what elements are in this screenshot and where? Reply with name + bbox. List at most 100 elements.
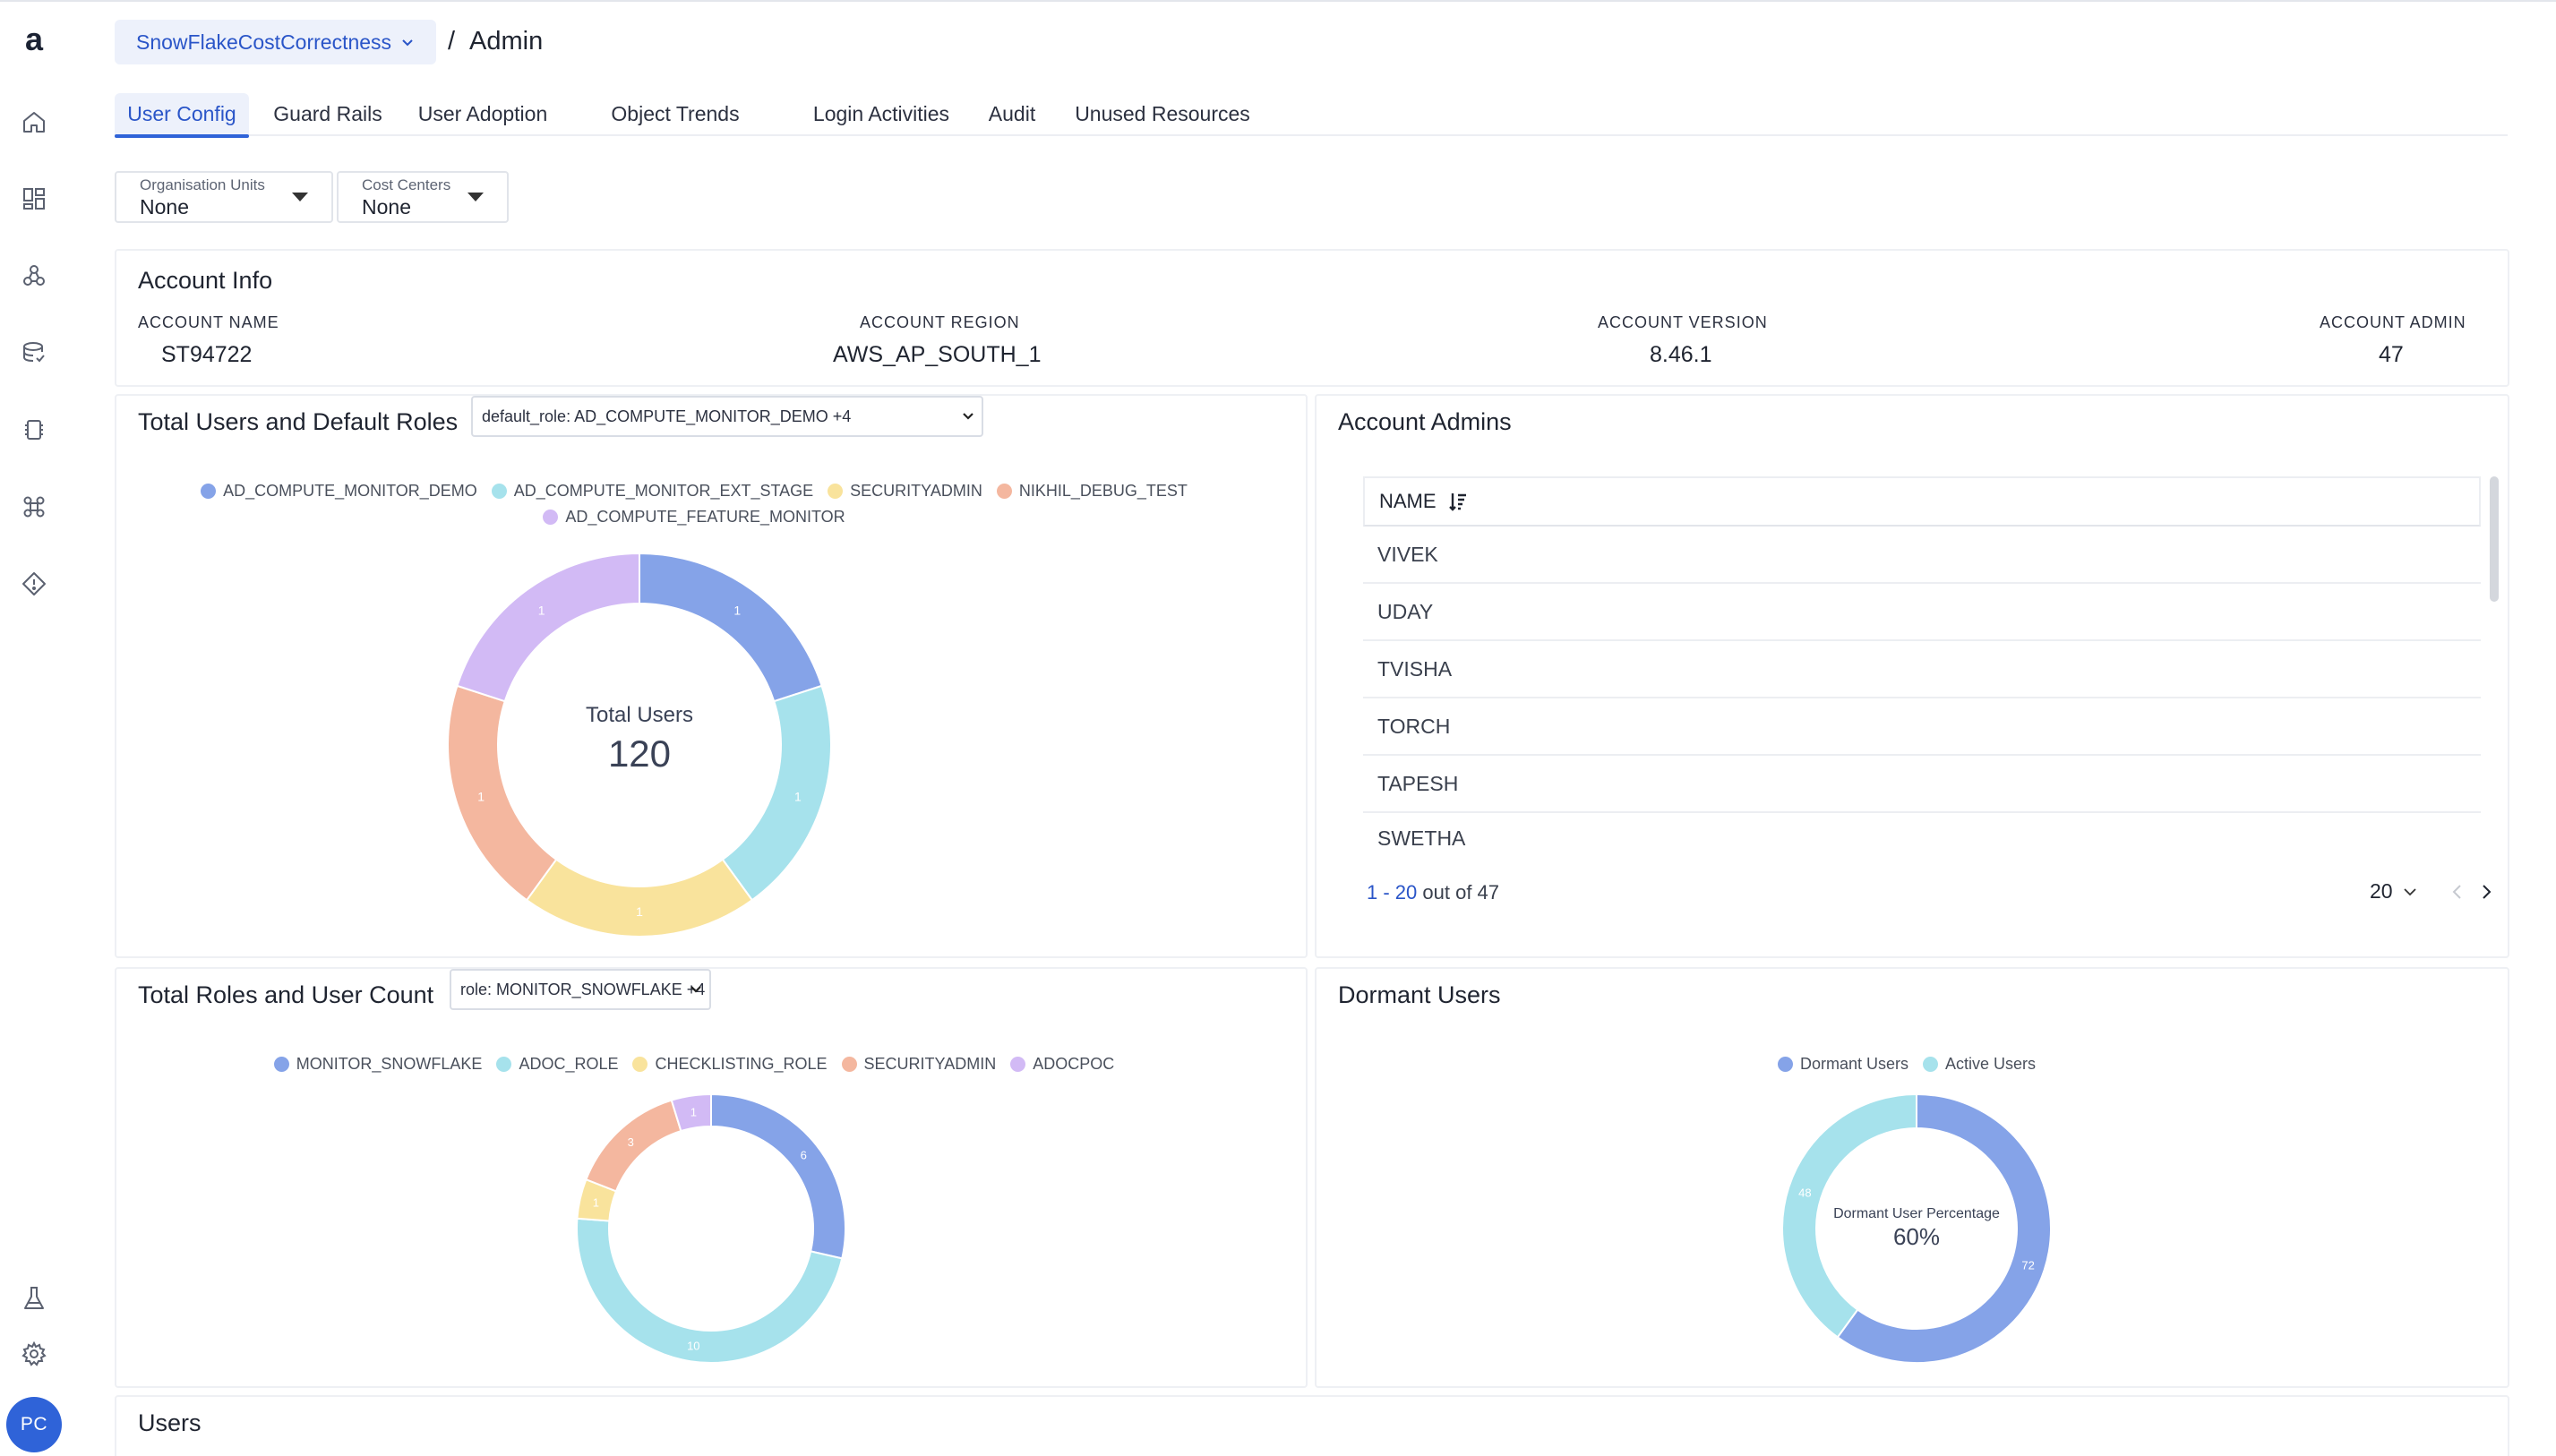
legend-item[interactable]: SECURITYADMIN: [828, 482, 982, 501]
dashboard-icon[interactable]: [20, 184, 48, 213]
table-row[interactable]: UDAY: [1363, 584, 2481, 641]
legend-item[interactable]: AD_COMPUTE_MONITOR_EXT_STAGE: [491, 482, 814, 501]
legend-item[interactable]: MONITOR_SNOWFLAKE: [273, 1055, 482, 1074]
total-roles-title: Total Roles and User Count: [138, 981, 434, 1008]
table-row[interactable]: TORCH: [1363, 698, 2481, 756]
donut-center-label: Dormant User Percentage: [1833, 1206, 2000, 1221]
dormant-users-donut-chart: 72 48 Dormant User Percentage 60%: [1781, 1092, 2052, 1364]
dormant-users-legend: Dormant Users Active Users: [1338, 1055, 2475, 1074]
user-avatar[interactable]: PC: [6, 1397, 62, 1452]
tab-login-activities[interactable]: Login Activities: [812, 101, 950, 125]
tab-user-adoption[interactable]: User Adoption: [417, 101, 548, 125]
donut-slice[interactable]: [639, 552, 823, 703]
account-region-label: ACCOUNT REGION: [860, 313, 1020, 331]
donut-slice[interactable]: [670, 1092, 712, 1133]
legend-label: AD_COMPUTE_MONITOR_DEMO: [223, 482, 477, 500]
tab-guard-rails[interactable]: Guard Rails: [273, 101, 382, 125]
table-row[interactable]: VIVEK: [1363, 527, 2481, 584]
total-users-legend: AD_COMPUTE_MONITOR_DEMO AD_COMPUTE_MONITO…: [152, 482, 1236, 527]
account-region-value: AWS_AP_SOUTH_1: [833, 342, 1042, 367]
account-version-label: ACCOUNT VERSION: [1598, 313, 1768, 331]
next-page-icon[interactable]: [2475, 881, 2497, 903]
workspace-selector[interactable]: SnowFlakeCostCorrectness: [115, 20, 437, 64]
table-scrollbar[interactable]: [2490, 476, 2499, 879]
name-column-header[interactable]: NAME: [1363, 476, 2481, 527]
legend-swatch: [632, 1057, 648, 1072]
svg-text:a: a: [25, 25, 44, 56]
slice-value-label: 72: [2021, 1258, 2034, 1272]
organisation-units-dropdown[interactable]: Organisation Units None: [115, 171, 333, 223]
app-logo[interactable]: a: [19, 25, 49, 56]
donut-center-value: 120: [608, 732, 671, 775]
page-title: Admin: [469, 27, 544, 56]
database-icon[interactable]: [20, 338, 48, 367]
donut-slice[interactable]: [447, 684, 558, 902]
donut-slice[interactable]: [1836, 1092, 2052, 1364]
account-name-label: ACCOUNT NAME: [138, 313, 279, 331]
donut-slice[interactable]: [525, 858, 754, 938]
legend-swatch: [273, 1057, 289, 1072]
organisation-units-label: Organisation Units: [140, 176, 265, 193]
legend-item[interactable]: Dormant Users: [1777, 1055, 1908, 1074]
admin-name: SWETHA: [1377, 826, 1466, 850]
legend-swatch: [1923, 1057, 1938, 1072]
flask-icon[interactable]: [20, 1284, 48, 1313]
admin-tabs: User Config Guard Rails User Adoption Ob…: [115, 93, 2508, 138]
donut-slice[interactable]: [1781, 1092, 1917, 1339]
legend-swatch: [201, 484, 217, 499]
table-row[interactable]: TVISHA: [1363, 641, 2481, 698]
gear-icon[interactable]: [20, 1340, 48, 1368]
donut-slice[interactable]: [721, 684, 832, 902]
legend-item[interactable]: AD_COMPUTE_FEATURE_MONITOR: [543, 508, 845, 527]
account-info-card: Account Info ACCOUNT NAME ST94722 ACCOUN…: [115, 249, 2509, 387]
admin-name: TORCH: [1377, 714, 1451, 738]
tab-unused-resources[interactable]: Unused Resources: [1075, 101, 1250, 125]
legend-item[interactable]: CHECKLISTING_ROLE: [632, 1055, 828, 1074]
cpu-icon[interactable]: [20, 415, 48, 444]
tab-object-trends[interactable]: Object Trends: [611, 101, 740, 125]
cost-centers-dropdown[interactable]: Cost Centers None: [337, 171, 509, 223]
scrollbar-thumb[interactable]: [2490, 476, 2499, 602]
legend-item[interactable]: ADOCPOC: [1010, 1055, 1114, 1074]
account-admins-card: Account Admins NAME VIVEK UDAY TVISHA TO…: [1315, 394, 2509, 958]
admin-name: UDAY: [1377, 599, 1434, 623]
legend-swatch: [841, 1057, 857, 1072]
slice-value-label: 1: [538, 604, 545, 618]
command-icon[interactable]: [20, 492, 48, 521]
legend-label: AD_COMPUTE_MONITOR_EXT_STAGE: [513, 482, 814, 500]
donut-slice[interactable]: [710, 1092, 846, 1260]
table-row[interactable]: TAPESH: [1363, 756, 2481, 813]
legend-swatch: [1777, 1057, 1793, 1072]
legend-label: SECURITYADMIN: [850, 482, 982, 500]
legend-item[interactable]: Active Users: [1923, 1055, 2036, 1074]
legend-item[interactable]: NIKHIL_DEBUG_TEST: [996, 482, 1188, 501]
legend-item[interactable]: ADOC_ROLE: [496, 1055, 618, 1074]
diamond-icon[interactable]: [20, 570, 48, 598]
donut-center-label: Total Users: [586, 703, 693, 727]
donut-slice[interactable]: [576, 1217, 844, 1364]
users-title: Users: [138, 1409, 202, 1436]
previous-page-icon[interactable]: [2447, 881, 2468, 903]
cost-centers-value: None: [362, 195, 411, 218]
home-icon[interactable]: [20, 107, 48, 136]
legend-item[interactable]: SECURITYADMIN: [841, 1055, 996, 1074]
nodes-icon[interactable]: [20, 261, 48, 290]
admin-name: TVISHA: [1377, 656, 1453, 681]
total-roles-donut-chart: 6 10 1 3 1: [576, 1092, 846, 1364]
legend-swatch: [496, 1057, 512, 1072]
legend-item[interactable]: AD_COMPUTE_MONITOR_DEMO: [201, 482, 477, 501]
role-select[interactable]: role: MONITOR_SNOWFLAKE +4: [450, 969, 711, 1010]
default-role-select[interactable]: default_role: AD_COMPUTE_MONITOR_DEMO +4: [471, 396, 983, 437]
name-column-label: NAME: [1379, 490, 1437, 512]
table-row[interactable]: SWETHA: [1363, 813, 2481, 863]
legend-swatch: [996, 484, 1012, 499]
page-size-select[interactable]: 20: [2370, 879, 2418, 904]
left-nav-rail: a PC: [0, 2, 68, 1456]
sort-icon[interactable]: [1447, 491, 1469, 512]
tab-user-config[interactable]: User Config: [115, 93, 249, 138]
tab-audit[interactable]: Audit: [988, 101, 1036, 125]
donut-slice[interactable]: [456, 552, 640, 703]
legend-label: CHECKLISTING_ROLE: [655, 1055, 828, 1073]
legend-label: Dormant Users: [1799, 1055, 1908, 1073]
account-admins-table: NAME VIVEK UDAY TVISHA TORCH TAPESH SWET…: [1363, 476, 2481, 863]
